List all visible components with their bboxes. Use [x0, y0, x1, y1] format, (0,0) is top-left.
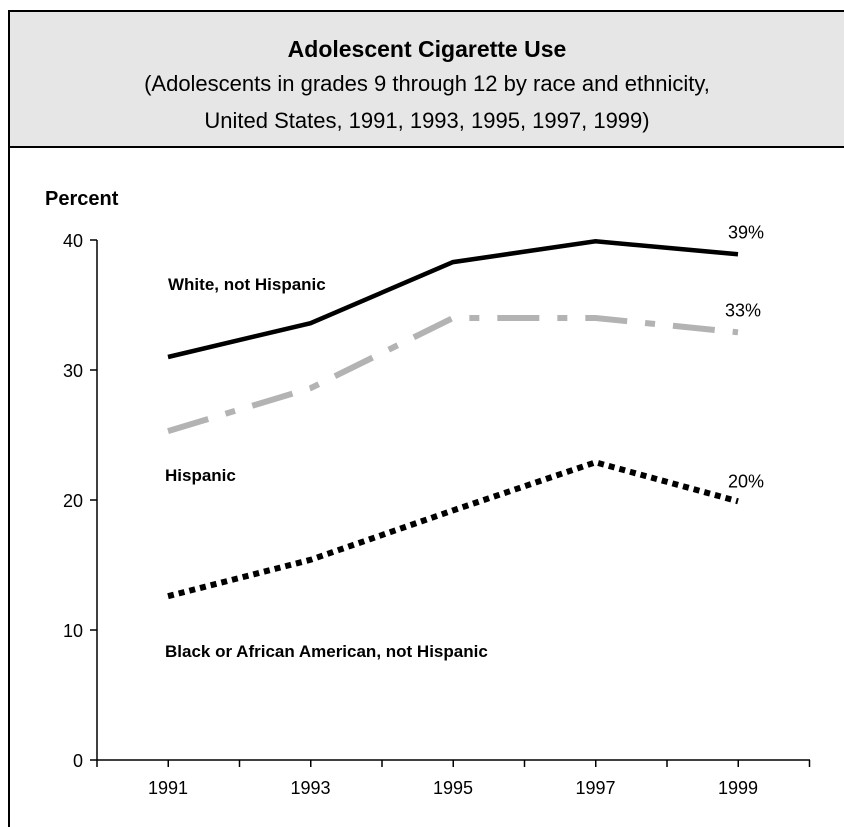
- x-tick-label: 1995: [433, 778, 473, 798]
- x-tick-label: 1993: [290, 778, 330, 798]
- chart-title: Adolescent Cigarette Use: [287, 36, 567, 62]
- y-tick-label: 30: [63, 361, 83, 381]
- y-tick-label: 20: [63, 491, 83, 511]
- series-name-label: Hispanic: [165, 466, 236, 485]
- y-tick-label: 10: [63, 621, 83, 641]
- series-name-label: Black or African American, not Hispanic: [165, 642, 488, 661]
- y-axis-label: Percent: [45, 188, 119, 210]
- x-tick-label: 1997: [575, 778, 615, 798]
- series-layer: [167, 239, 739, 600]
- chart-frame: [8, 10, 844, 827]
- labels-layer: White, not Hispanic 39% Hispanic 33% Black o…: [165, 222, 764, 661]
- series-name-label: White, not Hispanic: [168, 275, 326, 294]
- series-line-0: [167, 239, 739, 360]
- data-label: 39%: [728, 222, 764, 242]
- axes: 0 10 20 30 40 1991 1993 1995 1997 1999: [63, 231, 811, 798]
- chart-subtitle-line-1: (Adolescents in grades 9 through 12 by r…: [144, 71, 710, 96]
- x-tick-label: 1999: [718, 778, 758, 798]
- y-tick-label: 40: [63, 231, 83, 251]
- chart-subtitle-line-2: United States, 1991, 1993, 1995, 1997, 1…: [204, 108, 650, 133]
- data-label: 20%: [728, 471, 764, 491]
- title-box: Adolescent Cigarette Use (Adolescents in…: [10, 12, 844, 148]
- x-tick-label: 1991: [148, 778, 188, 798]
- y-tick-label: 0: [73, 751, 83, 771]
- series-line-1: [167, 315, 739, 434]
- data-label: 33%: [725, 300, 761, 320]
- series-line-2: [167, 459, 739, 600]
